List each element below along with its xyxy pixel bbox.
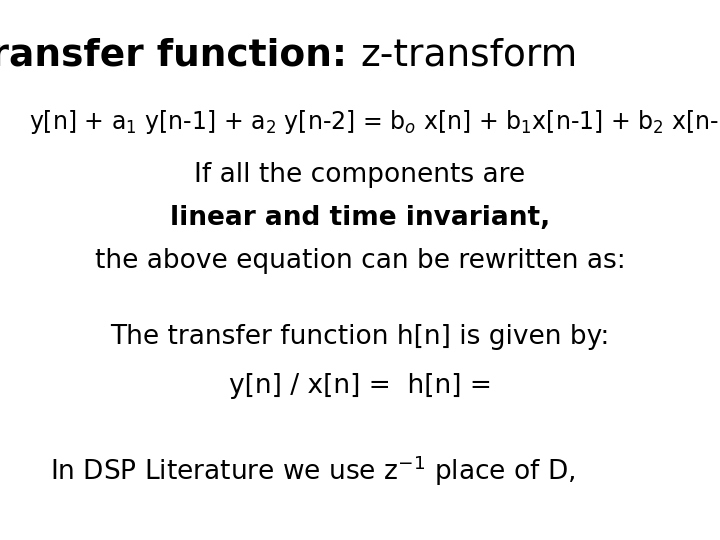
Text: y[n] / x[n] =  h[n] =: y[n] / x[n] = h[n] = bbox=[228, 373, 492, 399]
Text: the above equation can be rewritten as:: the above equation can be rewritten as: bbox=[94, 248, 626, 274]
Text: If all the components are: If all the components are bbox=[194, 162, 526, 188]
Text: Transfer function:: Transfer function: bbox=[0, 38, 360, 74]
Text: In DSP Literature we use z$^{-1}$ place of D,: In DSP Literature we use z$^{-1}$ place … bbox=[50, 454, 576, 488]
Text: z-transform: z-transform bbox=[360, 38, 577, 74]
Text: The transfer function h[n] is given by:: The transfer function h[n] is given by: bbox=[110, 324, 610, 350]
Text: linear and time invariant,: linear and time invariant, bbox=[170, 205, 550, 231]
Text: y[n] + a$_1$ y[n-1] + a$_2$ y[n-2] = b$_o$ x[n] + b$_1$x[n-1] + b$_2$ x[n-2]: y[n] + a$_1$ y[n-1] + a$_2$ y[n-2] = b$_… bbox=[29, 108, 720, 136]
